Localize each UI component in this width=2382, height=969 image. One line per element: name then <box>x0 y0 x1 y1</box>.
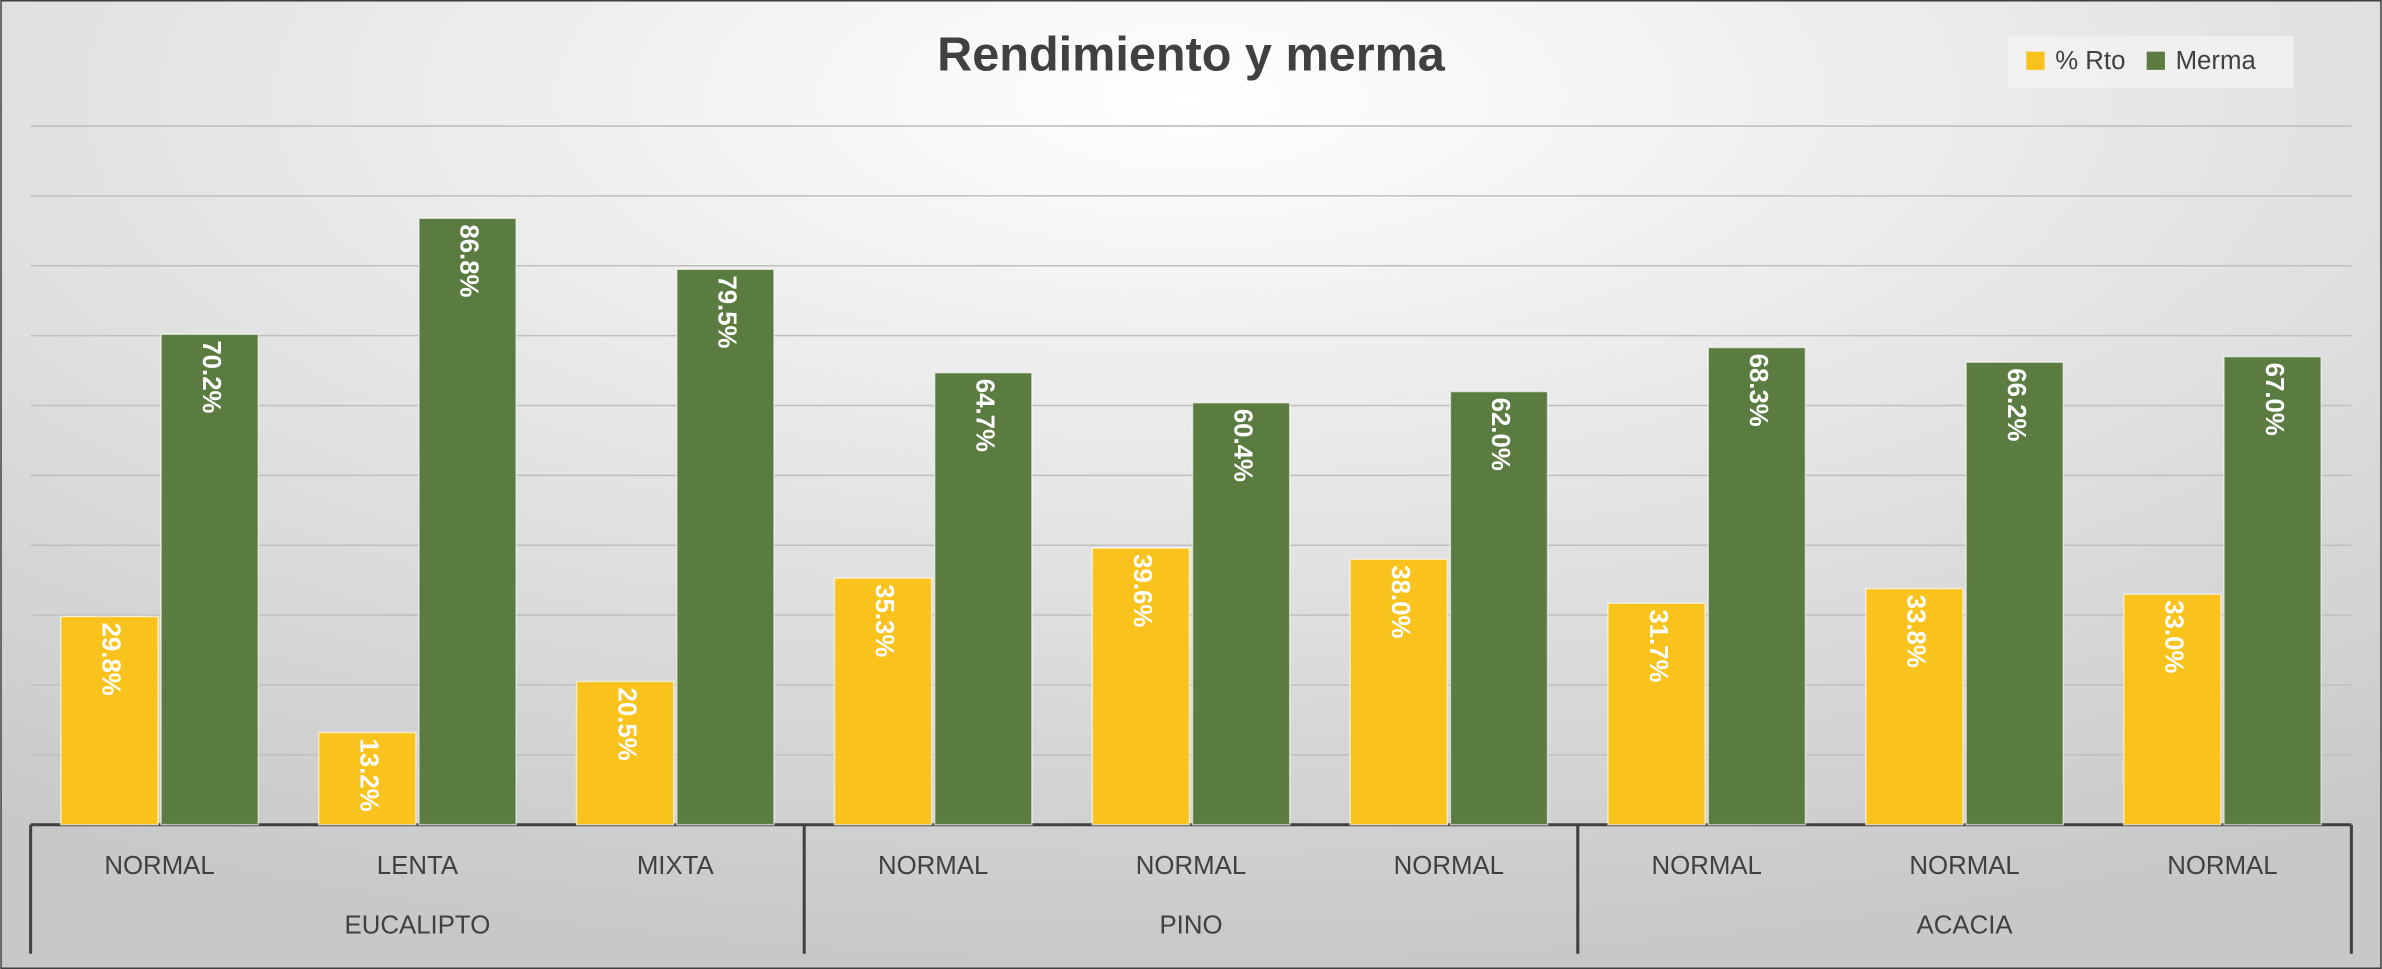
bar <box>160 333 260 826</box>
bar <box>575 680 675 826</box>
bar <box>2223 355 2322 826</box>
x-tick-label: NORMAL <box>1394 852 1504 880</box>
value-label: 29.8% <box>97 623 125 696</box>
x-tick-label: NORMAL <box>1652 852 1762 880</box>
x-tick-label: NORMAL <box>104 852 214 880</box>
bar <box>933 371 1033 826</box>
bar <box>1449 390 1549 826</box>
bar <box>60 615 159 826</box>
group-label: ACACIA <box>1917 911 2014 939</box>
value-label: 66.2% <box>2002 368 2030 441</box>
x-tick-label: LENTA <box>377 852 459 880</box>
value-label: 68.3% <box>1744 354 1772 427</box>
value-label: 86.8% <box>455 224 483 297</box>
bar <box>2122 593 2222 826</box>
value-label: 33.0% <box>2160 600 2188 673</box>
bar <box>1707 346 1807 826</box>
value-label: 64.7% <box>970 379 998 452</box>
bar <box>1349 558 1449 826</box>
legend-label: Merma <box>2176 47 2257 75</box>
group-label: PINO <box>1159 911 1222 939</box>
value-label: 20.5% <box>612 688 640 761</box>
bar <box>1965 361 2065 826</box>
bar <box>1191 401 1291 826</box>
bar <box>1091 547 1191 826</box>
value-label: 60.4% <box>1228 409 1256 482</box>
bar <box>1607 602 1706 826</box>
value-label: 79.5% <box>713 275 741 348</box>
legend-swatch <box>2146 51 2165 70</box>
bar <box>676 268 775 826</box>
x-tick-label: MIXTA <box>637 852 715 880</box>
x-tick-label: NORMAL <box>878 852 988 880</box>
chart-title: Rendimiento y merma <box>937 28 1446 82</box>
bar <box>317 731 417 826</box>
x-tick-label: NORMAL <box>1909 852 2019 880</box>
legend-label: % Rto <box>2055 47 2125 75</box>
value-label: 39.6% <box>1128 554 1156 627</box>
value-label: 33.8% <box>1902 595 1930 668</box>
value-label: 70.2% <box>197 340 225 413</box>
bar <box>833 577 933 826</box>
value-label: 35.3% <box>870 584 898 657</box>
value-label: 31.7% <box>1644 609 1672 682</box>
bar <box>1865 587 1964 826</box>
bar <box>418 217 517 826</box>
value-label: 13.2% <box>354 739 382 812</box>
value-label: 62.0% <box>1486 398 1514 471</box>
value-label: 38.0% <box>1386 565 1414 638</box>
legend-swatch <box>2026 51 2045 70</box>
x-tick-label: NORMAL <box>1136 852 1246 880</box>
value-label: 67.0% <box>2260 363 2288 436</box>
x-tick-label: NORMAL <box>2167 852 2277 880</box>
group-label: EUCALIPTO <box>345 911 491 939</box>
